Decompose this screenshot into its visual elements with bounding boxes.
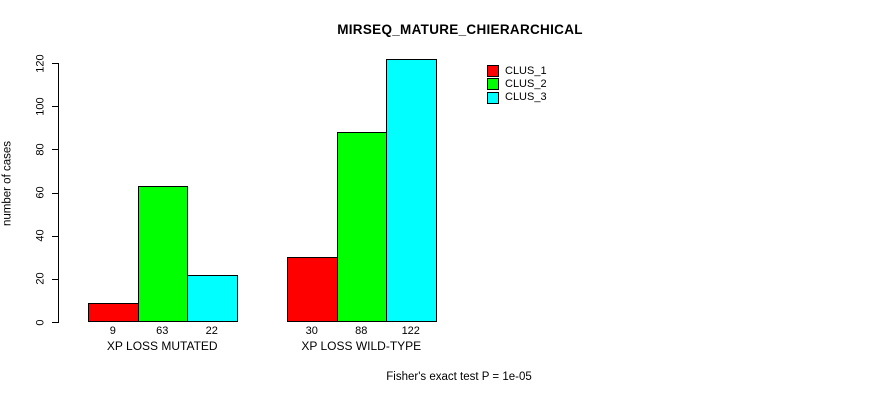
chart-title: MIRSEQ_MATURE_CHIERARCHICAL (337, 22, 583, 37)
y-tick (52, 322, 58, 323)
y-axis-line (58, 63, 59, 323)
footnote-fisher-test: Fisher's exact test P = 1e-05 (386, 371, 532, 383)
bar-value-label: 22 (205, 325, 218, 337)
bar-clus_1-1 (88, 302, 139, 322)
bar-value-label: 88 (355, 325, 368, 337)
x-category-label: XP LOSS MUTATED (106, 339, 218, 353)
y-tick-label: 0 (34, 318, 47, 326)
bar-value-label: 9 (109, 325, 116, 337)
y-tick-label: 20 (34, 272, 47, 285)
x-category-label: XP LOSS WILD-TYPE (301, 339, 422, 353)
legend-label-clus_2: CLUS_2 (505, 77, 547, 90)
y-tick-label: 80 (34, 143, 47, 156)
bar-clus_3-1 (187, 274, 238, 322)
y-tick-label: 40 (34, 229, 47, 242)
legend-swatch-clus_2 (487, 78, 499, 91)
y-axis-label: number of cases (1, 141, 14, 227)
y-tick (52, 149, 58, 151)
bar-clus_2-1 (137, 186, 188, 322)
y-tick (52, 106, 58, 108)
y-tick (52, 278, 58, 280)
bar-value-label: 122 (401, 325, 420, 337)
legend-swatch-clus_3 (487, 91, 499, 104)
y-tick-label: 60 (34, 186, 47, 199)
bar-value-label: 30 (305, 325, 318, 337)
bar-clus_3-2 (386, 58, 437, 322)
legend-swatch-clus_1 (487, 65, 499, 77)
y-tick (52, 192, 58, 194)
y-tick-label: 120 (34, 53, 47, 73)
y-tick-label: 100 (34, 96, 47, 116)
bar-clus_2-2 (336, 132, 387, 322)
bar-value-label: 63 (156, 325, 169, 337)
bar-clus_1-2 (287, 257, 338, 322)
y-tick (52, 235, 58, 237)
legend-label-clus_1: CLUS_1 (505, 64, 547, 77)
y-tick (52, 63, 58, 64)
legend-label-clus_3: CLUS_3 (505, 91, 547, 104)
